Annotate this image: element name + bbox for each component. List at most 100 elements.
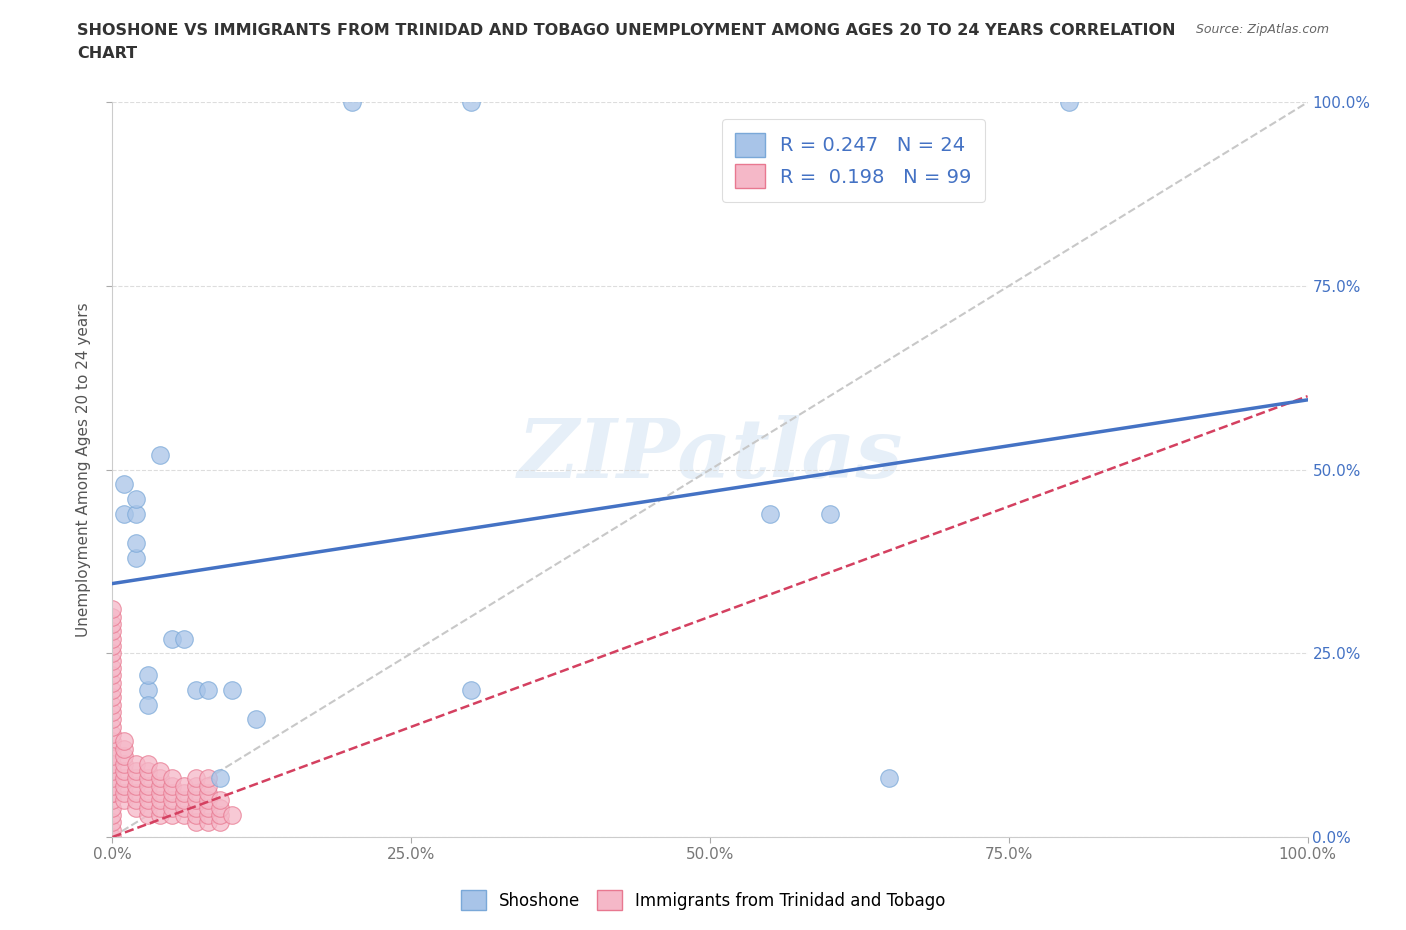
Point [197,771,219,786]
Point [101,646,124,661]
Point [138,668,160,683]
Point [125,506,148,521]
Point [162,800,183,815]
Point [197,800,219,815]
Point [101,734,124,749]
Point [138,771,160,786]
Point [101,749,124,764]
Point [162,778,183,793]
Point [114,756,135,771]
Point [138,683,160,698]
Point [101,764,124,778]
Point [101,624,124,639]
Point [114,778,135,793]
Point [125,756,148,771]
Point [173,778,195,793]
Point [101,771,124,786]
Text: Source: ZipAtlas.com: Source: ZipAtlas.com [1195,23,1329,36]
Point [101,698,124,712]
Point [125,492,148,507]
Point [173,631,195,646]
Point [101,764,124,778]
Point [186,786,208,801]
Point [125,551,148,565]
Point [209,807,232,822]
Y-axis label: Unemployment Among Ages 20 to 24 years: Unemployment Among Ages 20 to 24 years [76,302,91,637]
Point [125,800,148,815]
Point [162,792,183,807]
Point [101,660,124,675]
Point [186,778,208,793]
Point [186,800,208,815]
Point [162,786,183,801]
Point [149,792,172,807]
Point [114,792,135,807]
Point [197,786,219,801]
Point [340,95,363,110]
Point [138,698,160,712]
Point [101,720,124,735]
Point [114,786,135,801]
Point [138,778,160,793]
Point [101,778,124,793]
Point [101,617,124,631]
Point [125,778,148,793]
Point [197,683,219,698]
Point [101,786,124,801]
Point [101,690,124,705]
Point [101,741,124,756]
Point [460,683,482,698]
Point [209,800,232,815]
Point [186,792,208,807]
Point [759,506,782,521]
Point [114,741,135,756]
Point [149,771,172,786]
Point [162,771,183,786]
Point [138,800,160,815]
Point [209,771,232,786]
Point [114,771,135,786]
Point [186,771,208,786]
Point [138,764,160,778]
Point [221,683,243,698]
Text: SHOSHONE VS IMMIGRANTS FROM TRINIDAD AND TOBAGO UNEMPLOYMENT AMONG AGES 20 TO 24: SHOSHONE VS IMMIGRANTS FROM TRINIDAD AND… [77,23,1175,38]
Point [197,807,219,822]
Point [162,631,183,646]
Point [186,683,208,698]
Point [149,778,172,793]
Point [162,807,183,822]
Point [173,807,195,822]
Point [1057,95,1080,110]
Point [101,815,124,830]
Point [125,792,148,807]
Point [138,756,160,771]
Point [101,771,124,786]
Point [149,800,172,815]
Point [101,602,124,617]
Text: CHART: CHART [77,46,138,61]
Point [101,807,124,822]
Point [149,764,172,778]
Point [101,756,124,771]
Legend: R = 0.247   N = 24, R =  0.198   N = 99: R = 0.247 N = 24, R = 0.198 N = 99 [721,119,986,202]
Point [101,786,124,801]
Point [197,778,219,793]
Point [101,792,124,807]
Point [460,95,482,110]
Point [101,749,124,764]
Point [245,712,267,727]
Point [101,675,124,690]
Point [197,815,219,830]
Point [186,815,208,830]
Point [173,792,195,807]
Point [101,609,124,624]
Point [221,807,243,822]
Point [879,771,901,786]
Point [101,800,124,815]
Point [101,756,124,771]
Point [101,822,124,837]
Point [149,807,172,822]
Text: ZIPatlas: ZIPatlas [517,415,903,495]
Point [818,506,841,521]
Point [125,786,148,801]
